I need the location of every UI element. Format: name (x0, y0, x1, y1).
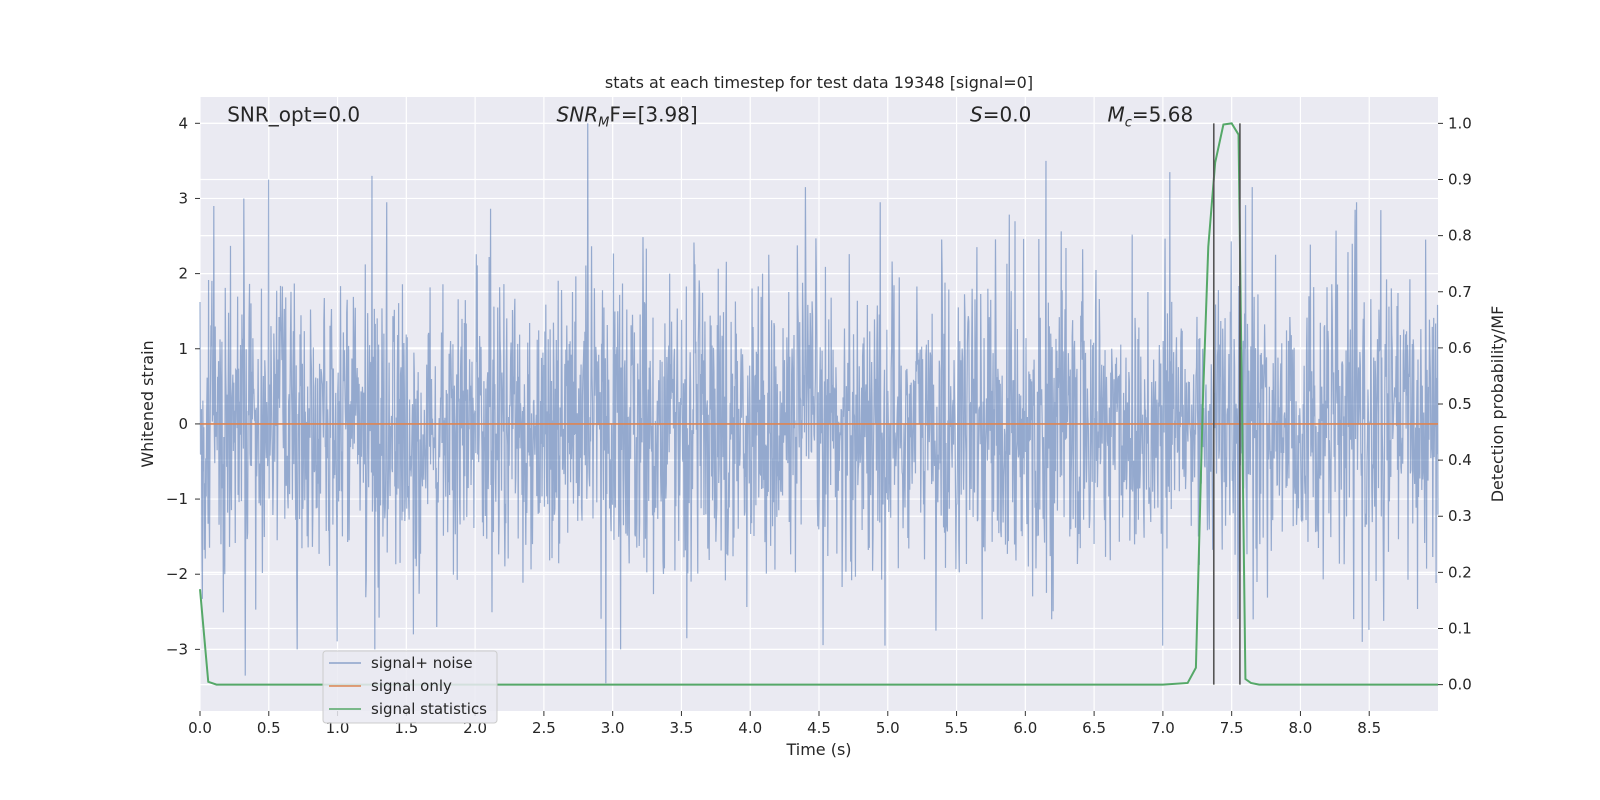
annotation-mc-symbol: M (1107, 103, 1124, 127)
annotation-mc-subscript: c (1125, 116, 1132, 131)
x-tick-label: 5.5 (945, 719, 969, 737)
x-tick-label: 3.5 (670, 719, 694, 737)
x-tick-label: 3.0 (601, 719, 625, 737)
y2-tick-label: 0.0 (1448, 676, 1472, 694)
x-tick-label: 6.5 (1082, 719, 1106, 737)
annotation-s: S=0.0 (970, 103, 1031, 127)
annotation-snr-mf-subscript: M (598, 116, 609, 131)
x-tick-label: 5.0 (876, 719, 900, 737)
x-tick-label: 6.0 (1013, 719, 1037, 737)
annotation-snr-mf-symbol: SNR (557, 103, 599, 127)
y-tick-label: 0 (178, 415, 188, 433)
annotation-snr-opt: SNR_opt=0.0 (227, 103, 360, 127)
signal-noise-series (199, 123, 1439, 684)
y2-axis-title: Detection probability/MF (1488, 306, 1507, 503)
y-tick-label: 3 (178, 189, 188, 207)
legend-box (322, 650, 498, 724)
chart-title: stats at each timestep for test data 193… (605, 73, 1033, 92)
y-tick-label: 4 (178, 114, 188, 132)
legend: signal+ noise signal only signal statist… (322, 650, 498, 724)
legend-label-signal-statistics: signal statistics (371, 700, 487, 718)
y-tick-label: −1 (166, 490, 188, 508)
annotation-snr-mf: SNRMF=[3.98] (557, 103, 698, 131)
grid (199, 97, 1438, 711)
y2-tick-label: 0.5 (1448, 395, 1472, 413)
y2-tick-label: 0.2 (1448, 563, 1472, 581)
x-tick-label: 8.0 (1289, 719, 1313, 737)
legend-label-signal-only: signal only (371, 677, 452, 695)
y-tick-label: −2 (166, 565, 188, 583)
annotation-mc-value: =5.68 (1132, 103, 1193, 127)
signal-noise-line (199, 123, 1439, 684)
x-tick-label: 7.0 (1151, 719, 1175, 737)
x-tick-label: 0.5 (257, 719, 281, 737)
y-axis-title: Whitened strain (138, 340, 157, 467)
x-tick-label: 8.5 (1357, 719, 1381, 737)
annotation-s-value: =0.0 (983, 103, 1032, 127)
y-tick-label: 2 (178, 265, 188, 283)
y2-tick-label: 1.0 (1448, 114, 1472, 132)
vertical-markers (1212, 123, 1241, 685)
annotation-mc: Mc=5.68 (1107, 103, 1193, 131)
x-axis-title: Time (s) (785, 740, 851, 759)
x-tick-label: 4.0 (738, 719, 762, 737)
y2-tick-label: 0.7 (1448, 283, 1472, 301)
y-tick-label: 1 (178, 340, 188, 358)
legend-label-signal-noise: signal+ noise (371, 654, 473, 672)
x-tick-label: 2.5 (532, 719, 556, 737)
y2-tick-label: 0.4 (1448, 451, 1472, 469)
x-tick-label: 7.5 (1220, 719, 1244, 737)
y2-tick-label: 0.6 (1448, 339, 1472, 357)
y-tick-label: −3 (166, 640, 188, 658)
x-tick-label: 0.0 (188, 719, 212, 737)
annotation-snr-mf-value: F=[3.98] (609, 103, 697, 127)
y2-tick-label: 0.9 (1448, 171, 1472, 189)
annotation-s-symbol: S (970, 103, 983, 127)
x-tick-label: 4.5 (807, 719, 831, 737)
y2-tick-label: 0.1 (1448, 619, 1472, 637)
y2-tick-label: 0.8 (1448, 227, 1472, 245)
axes: 0.0 0.5 1.0 1.5 2.0 2.5 3.0 3.5 4.0 4.5 5.0 5.5 6.0 6… (166, 114, 1472, 737)
y2-tick-label: 0.3 (1448, 507, 1472, 525)
